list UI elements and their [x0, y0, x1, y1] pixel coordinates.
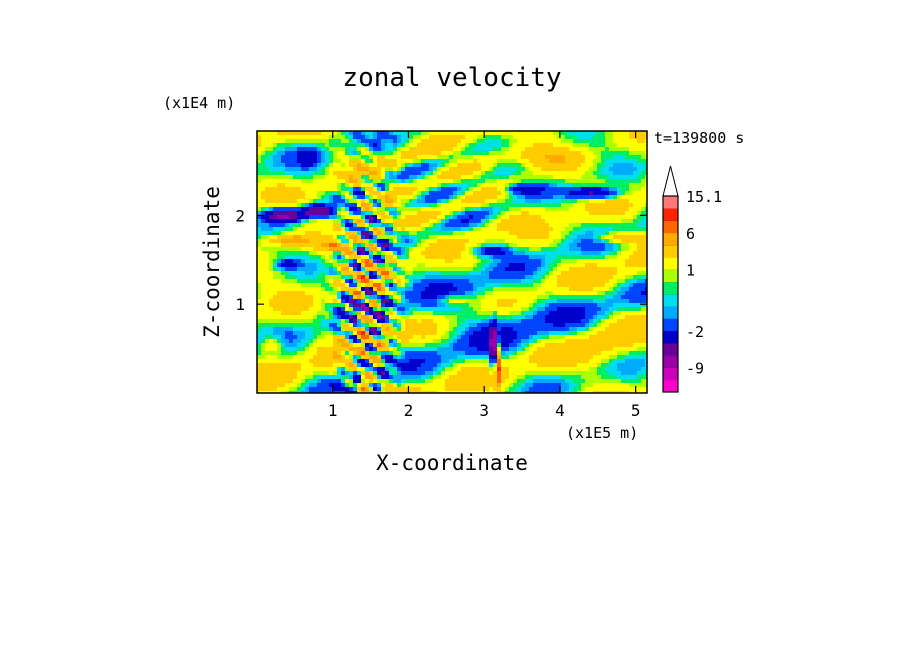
colorbar-bin [663, 379, 678, 393]
colorbar-extend-arrow [662, 165, 679, 197]
x-tick-label: 2 [404, 401, 414, 420]
x-tick-label: 3 [479, 401, 489, 420]
y-tick-label: 1 [235, 295, 245, 314]
colorbar-bin [663, 281, 678, 295]
x-tick-label: 1 [328, 401, 338, 420]
y-axis: 12 [235, 206, 647, 314]
colorbar-bin [663, 208, 678, 221]
colorbar-label: -9 [686, 360, 704, 378]
colorbar-bin [663, 318, 678, 332]
colorbar-label: -2 [686, 323, 704, 341]
colorbar-bin [663, 196, 678, 209]
colorbar-bin [663, 257, 678, 270]
time-label: t=139800 s [654, 129, 744, 147]
chart-title: zonal velocity [342, 63, 561, 93]
colorbar-bin [663, 269, 678, 283]
colorbar-bin [663, 367, 678, 381]
x-tick-label: 4 [555, 401, 565, 420]
colorbar-bin [663, 294, 678, 307]
colorbar-label: 15.1 [686, 188, 722, 206]
velocity-field [257, 131, 647, 393]
colorbar-label: 6 [686, 225, 695, 243]
colorbar-bin [663, 355, 678, 368]
colorbar-bin [663, 330, 678, 344]
colorbar-bin [663, 220, 678, 234]
colorbar-bin [663, 245, 678, 258]
x-axis: 1 2 3 4 5 [328, 131, 641, 420]
x-tick-label: 5 [631, 401, 641, 420]
colorbar-bin [663, 343, 678, 356]
x-axis-label: X-coordinate [376, 451, 528, 475]
colorbar: 15.1 6 1 -2 -9 [662, 165, 722, 393]
colorbar-bin [663, 306, 678, 319]
colorbar-bin [663, 232, 678, 246]
plot-frame [256, 130, 648, 394]
y-axis-unit: (x1E4 m) [163, 94, 235, 112]
y-axis-label: Z-coordinate [200, 186, 224, 338]
y-tick-label: 2 [235, 206, 245, 225]
x-axis-unit: (x1E5 m) [566, 424, 638, 442]
colorbar-label: 1 [686, 262, 695, 280]
